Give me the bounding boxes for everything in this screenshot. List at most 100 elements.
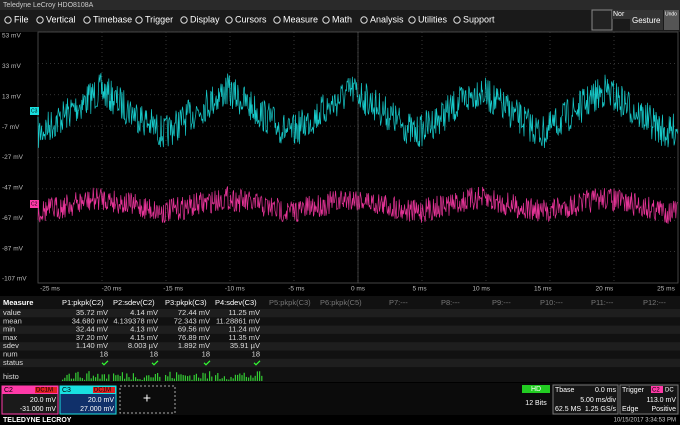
y-axis-label: -107 mV: [2, 276, 27, 283]
histo-bar: [66, 375, 67, 381]
histo-bar: [241, 375, 242, 381]
histo-bar: [80, 377, 81, 381]
histo-bar: [230, 377, 231, 381]
histo-bar: [150, 377, 151, 381]
undo-button[interactable]: Undo: [665, 11, 677, 17]
histo-bar: [97, 374, 98, 381]
histo-bar: [209, 371, 210, 381]
brand: TELEDYNE LECROY: [3, 417, 72, 424]
channel-coupling: DC1M: [94, 388, 111, 394]
histo-bar: [139, 379, 140, 381]
measure-header[interactable]: P8:---: [441, 298, 460, 307]
acq-mode: HD: [531, 386, 541, 393]
measure-header[interactable]: P1:pkpk(C2): [62, 298, 104, 307]
histo-bar: [144, 377, 145, 381]
histo-bar: [64, 378, 65, 381]
histo-bar: [200, 378, 201, 381]
x-axis-label: 10 ms: [472, 286, 490, 293]
measure-value: 18: [202, 349, 210, 358]
histo-bar: [82, 378, 83, 381]
histo-bar: [93, 376, 94, 381]
histo-bar: [169, 372, 170, 381]
histo-bar: [135, 377, 136, 381]
histo-bar: [71, 379, 72, 381]
menu-item[interactable]: Utilities: [418, 14, 448, 24]
menu-item[interactable]: Support: [463, 14, 495, 24]
channel-marker: C2: [31, 201, 38, 207]
measure-header: Measure: [3, 298, 33, 307]
histo-bar: [180, 374, 181, 381]
menu-item[interactable]: Trigger: [145, 14, 173, 24]
add-icon[interactable]: +: [143, 390, 151, 406]
histo-bar: [248, 377, 249, 381]
menu-item[interactable]: Math: [332, 14, 352, 24]
measure-header[interactable]: P6:pkpk(C5): [320, 298, 362, 307]
histo-bar: [165, 375, 166, 381]
histo-bar: [172, 378, 173, 381]
measure-header[interactable]: P3:pkpk(C3): [165, 298, 207, 307]
channel-name: C2: [4, 387, 13, 394]
menu-item[interactable]: File: [14, 14, 29, 24]
histo-bar: [102, 374, 103, 381]
menu-item[interactable]: Cursors: [235, 14, 267, 24]
channel-scale: 20.0 mV: [88, 397, 114, 404]
menu-item[interactable]: Display: [190, 14, 220, 24]
menu-item[interactable]: Analysis: [370, 14, 404, 24]
histo-bar: [122, 372, 123, 381]
y-axis-label: -67 mV: [2, 215, 24, 222]
histo-bar: [205, 373, 206, 381]
measure-header[interactable]: P5:pkpk(C3): [269, 298, 311, 307]
y-axis-label: 33 mV: [2, 63, 21, 70]
measure-header[interactable]: P4:sdev(C3): [215, 298, 257, 307]
histo-bar: [194, 375, 195, 381]
menu-item[interactable]: Vertical: [46, 14, 76, 24]
mode-box[interactable]: [592, 10, 612, 30]
histo-bar: [235, 375, 236, 381]
trigger-coupling: DC: [665, 388, 674, 394]
histo-bar: [95, 377, 96, 381]
histo-bar: [128, 377, 129, 381]
gesture-button[interactable]: Gesture: [632, 16, 661, 25]
histo-bar: [261, 376, 262, 381]
y-axis-label: -27 mV: [2, 154, 24, 161]
y-axis-label: -47 mV: [2, 185, 24, 192]
channel-marker: C3: [31, 108, 38, 114]
channel-offset: 27.000 mV: [80, 406, 114, 413]
histo-bar: [237, 375, 238, 381]
histo-bar: [120, 376, 121, 381]
window-title: Teledyne LeCroy HDO8108A: [3, 2, 94, 9]
measure-header[interactable]: P2:sdev(C2): [113, 298, 155, 307]
measure-header[interactable]: P7:---: [389, 298, 408, 307]
histo-bar: [157, 373, 158, 381]
measure-value: 18: [100, 349, 108, 358]
timebase-rate: 1.25 GS/s: [585, 406, 617, 413]
y-axis-label: 13 mV: [2, 93, 21, 100]
histo-bar: [155, 374, 156, 381]
histo-bar: [211, 377, 212, 381]
histo-bar: [77, 372, 78, 381]
y-axis-label: -7 mV: [2, 124, 20, 131]
histo-bar: [84, 380, 85, 381]
histo-bar: [239, 373, 240, 381]
measure-header[interactable]: P12:---: [643, 298, 666, 307]
histo-bar: [259, 371, 260, 381]
histo-bar: [185, 375, 186, 381]
x-axis-label: 25 ms: [657, 286, 675, 293]
menu-item[interactable]: Timebase: [93, 14, 132, 24]
timebase-label: Tbase: [555, 387, 575, 394]
y-axis-label: 53 mV: [2, 33, 21, 40]
x-axis-label: 0 ms: [351, 286, 366, 293]
mode-label[interactable]: Nor: [613, 11, 625, 18]
measure-header[interactable]: P9:---: [492, 298, 511, 307]
timebase-delay: 0.0 ms: [595, 387, 617, 394]
histo-bar: [222, 378, 223, 381]
measure-header[interactable]: P11:---: [591, 298, 614, 307]
histo-bar: [215, 375, 216, 381]
measure-header[interactable]: P10:---: [540, 298, 563, 307]
histo-bar: [224, 376, 225, 381]
histo-bar: [137, 379, 138, 381]
histo-bar: [246, 377, 247, 381]
menu-item[interactable]: Measure: [283, 14, 318, 24]
channel-coupling: DC1M: [36, 388, 53, 394]
